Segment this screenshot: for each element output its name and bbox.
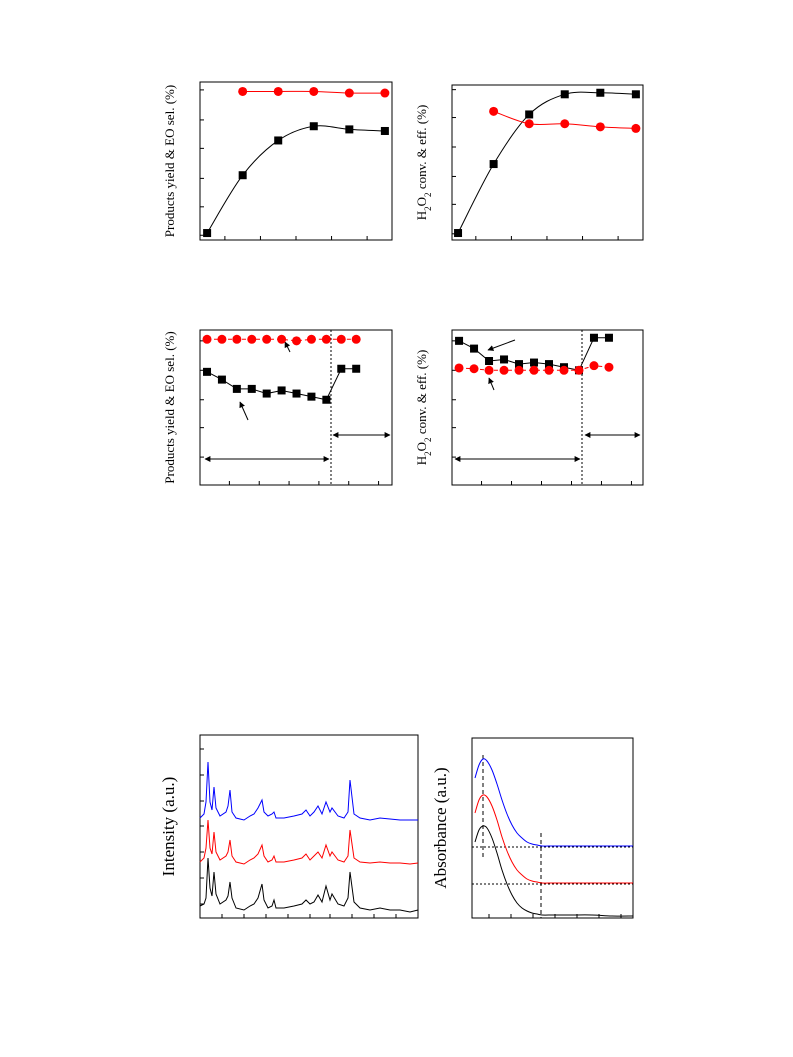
panel: Products yield & EO sel. (%) [162,329,393,486]
pointer-arrow [488,377,495,391]
point [489,106,499,116]
y-axis-label: H2O2 conv. & eff. (%) [414,105,433,221]
point [631,90,640,99]
series-line [199,819,419,865]
series-line [206,368,357,401]
point [203,229,212,238]
point [247,334,257,344]
point [247,384,256,393]
point [455,336,464,345]
plot-frame [471,737,634,919]
point [500,355,509,364]
point [604,333,613,342]
point [277,386,286,395]
plot-frame [451,329,644,486]
point [470,344,479,353]
pointer-arrow [487,339,516,351]
point [560,119,570,129]
point [232,384,241,393]
point [544,360,553,369]
point [344,88,354,98]
series-line [474,758,633,847]
point [380,126,389,135]
point [515,360,524,369]
point [380,88,390,98]
point [559,365,569,375]
point [321,334,331,344]
point [203,367,212,376]
point [574,365,584,375]
point [277,334,287,344]
series-line [474,794,633,884]
point [306,334,316,344]
pointer-arrow [284,341,291,353]
point [262,334,272,344]
plot-frame [199,81,393,241]
panel: H2O2 conv. & eff. (%) [414,329,644,486]
point [499,365,509,375]
point [345,125,354,134]
panel: Intensity (a.u.) [159,734,419,919]
point [454,229,463,238]
point [352,364,361,373]
point [337,364,346,373]
panel: Products yield & EO sel. (%) [162,81,393,241]
series-line [199,857,419,913]
point [274,136,283,145]
point [489,160,498,169]
point [589,361,599,371]
y-axis-label: Absorbance (a.u.) [431,767,450,888]
y-axis-label: Intensity (a.u.) [159,777,178,877]
point [292,389,301,398]
point [454,363,464,373]
series-line [206,125,385,234]
point [232,334,242,344]
plot-frame [451,84,644,241]
plot-frame [199,329,393,486]
series-line [199,761,418,821]
pointer-arrow [239,401,249,421]
point [217,375,226,384]
plot-frame [199,734,419,919]
y-axis-label: H2O2 conv. & eff. (%) [414,350,433,466]
y-axis-label: Products yield & EO sel. (%) [162,331,177,483]
point [309,122,318,131]
point [238,171,247,180]
series-line [207,338,357,342]
point [273,86,283,96]
point [544,365,554,375]
point [469,364,479,374]
point [217,334,227,344]
point [322,395,331,404]
series-line [457,91,636,234]
point [292,336,302,346]
point [262,389,271,398]
point [560,90,569,99]
point [589,333,598,342]
panel: Absorbance (a.u.) [431,737,634,919]
point [309,86,319,96]
point [351,334,361,344]
point [514,365,524,375]
point [525,110,534,119]
point [631,123,641,133]
point [530,358,539,367]
point [485,357,494,365]
point [238,86,248,96]
point [202,334,212,344]
point [484,365,494,375]
point [529,365,539,375]
point [596,88,605,97]
point [595,122,605,132]
point [524,119,534,129]
point [604,362,614,372]
series-line [474,825,634,917]
point [336,334,346,344]
point [307,392,316,401]
panel: H2O2 conv. & eff. (%) [414,84,644,241]
y-axis-label: Products yield & EO sel. (%) [162,85,177,237]
